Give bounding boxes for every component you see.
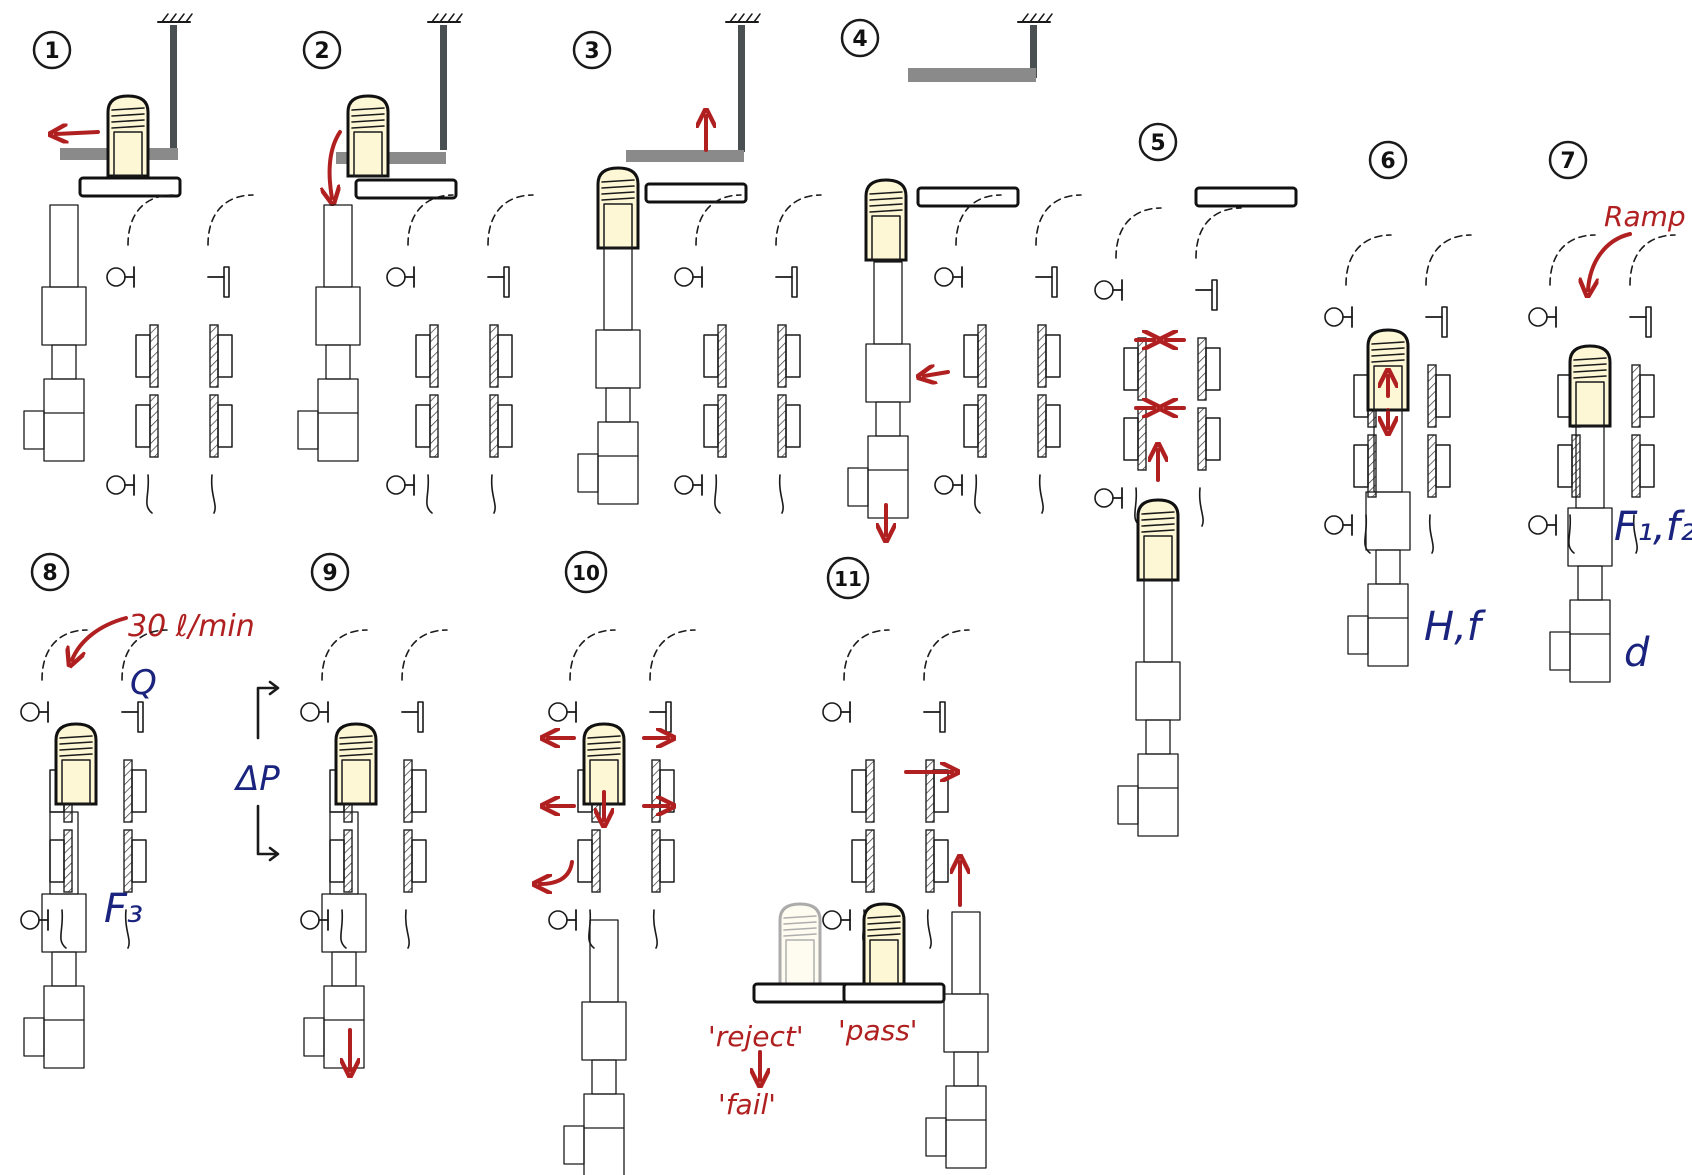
label-fail: 'fail'	[718, 1088, 776, 1121]
svg-text:11: 11	[834, 567, 862, 591]
label-q: Q	[130, 663, 157, 703]
step-4	[847, 13, 1082, 535]
step-9: ΔP	[233, 629, 448, 1070]
label-hf: H,f	[1424, 604, 1487, 650]
step-number-5: 5	[1138, 122, 1178, 162]
label-reject: 'reject'	[708, 1020, 804, 1053]
step-7: Ramp F₁,f₂ d	[1528, 200, 1692, 683]
step-number-6: 6	[1368, 140, 1408, 180]
svg-text:1: 1	[44, 39, 59, 64]
label-f3: F₃	[104, 886, 143, 932]
label-rate: 30 ℓ/min	[128, 609, 255, 644]
step-number-9: 9	[310, 552, 350, 592]
step-3	[577, 13, 822, 514]
label-dp: ΔP	[233, 759, 280, 799]
step-1	[23, 13, 254, 514]
label-f1f2: F₁,f₂	[1614, 504, 1692, 550]
step-10	[540, 629, 696, 1175]
svg-text:2: 2	[314, 39, 329, 64]
svg-text:7: 7	[1560, 149, 1575, 174]
svg-text:10: 10	[572, 561, 600, 585]
svg-text:6: 6	[1380, 149, 1395, 174]
label-d: d	[1624, 630, 1650, 676]
step-number-10: 10	[564, 550, 608, 594]
svg-text:3: 3	[584, 39, 599, 64]
svg-text:4: 4	[852, 27, 867, 52]
step-number-1: 1	[32, 30, 72, 70]
step-6: H,f	[1324, 234, 1487, 667]
label-pass: 'pass'	[838, 1014, 918, 1047]
svg-text:9: 9	[322, 561, 337, 586]
step-2	[297, 13, 534, 514]
step-5	[1094, 186, 1298, 837]
svg-text:8: 8	[42, 561, 57, 586]
step-number-11: 11	[826, 556, 870, 600]
svg-text:5: 5	[1150, 131, 1165, 156]
step-11: 'reject' 'pass' 'fail'	[708, 629, 989, 1169]
step-number-4: 4	[840, 18, 880, 58]
label-ramp: Ramp	[1604, 200, 1686, 233]
step-number-3: 3	[572, 30, 612, 70]
step-numbers: 1 2 3 4 5 6 7 8 9 10 11	[30, 18, 1588, 600]
step-number-2: 2	[302, 30, 342, 70]
step-8: 30 ℓ/min Q F₃	[20, 609, 255, 1069]
step-number-8: 8	[30, 552, 70, 592]
step-number-7: 7	[1548, 140, 1588, 180]
